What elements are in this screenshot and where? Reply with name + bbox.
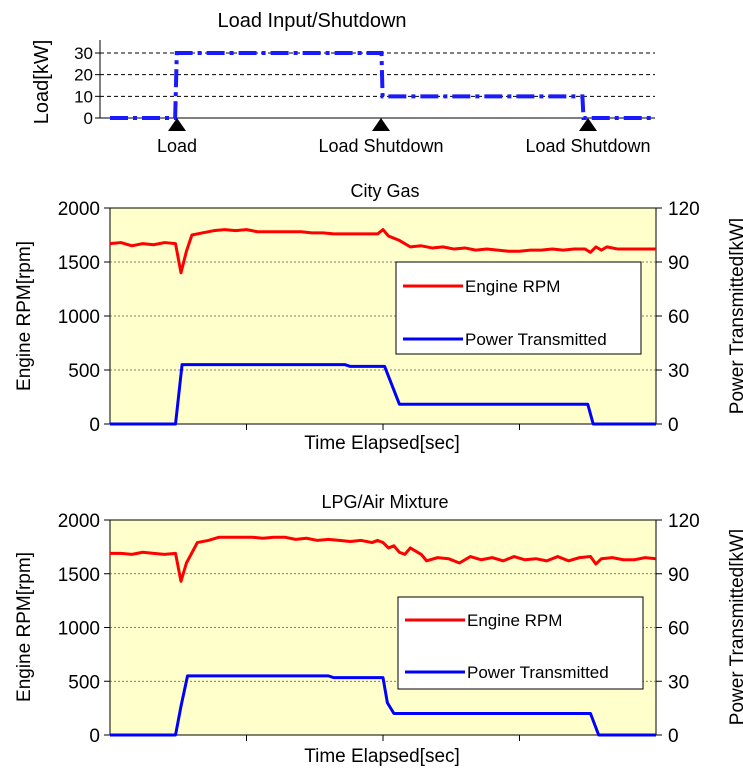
event-label: Load Shutdown [525, 136, 650, 156]
lpg-legend-rpm-label: Engine RPM [467, 611, 562, 630]
load-chart-y-ticks: 0 10 20 30 [74, 44, 100, 128]
c2-y2-tick-label: 90 [668, 253, 689, 274]
city-gas-y-ticks: 0 500 1000 1500 2000 [58, 199, 110, 436]
c2-y2-tick-label: 120 [668, 199, 700, 220]
load-chart-y-tick-label: 30 [74, 44, 93, 63]
city-gas-x-ticks [246, 424, 520, 430]
city-gas-legend-power-label: Power Transmitted [465, 330, 607, 349]
lpg-chart: LPG/Air Mixture 0 500 1000 1500 2000 0 30 60 90… [14, 492, 743, 767]
city-gas-y2-ticks: 0 30 60 90 120 [656, 199, 700, 436]
load-chart-y-tick-label: 10 [74, 87, 93, 106]
c3-y-tick-label: 0 [89, 726, 100, 747]
load-chart-ylabel: Load[kW] [31, 40, 53, 124]
c3-y2-tick-label: 30 [668, 672, 689, 693]
lpg-engine-rpm-line [110, 535, 657, 583]
c3-y-tick-label: 500 [68, 672, 100, 693]
c3-y2-tick-label: 60 [668, 619, 689, 640]
c2-y-tick-label: 0 [89, 415, 100, 436]
c3-y-tick-label: 1000 [58, 619, 100, 640]
c3-y2-tick-label: 90 [668, 565, 689, 586]
c3-y2-tick-label: 0 [668, 726, 679, 747]
lpg-y2label: Power Transmitted[kW] [727, 529, 743, 725]
event-marker-triangle [372, 118, 390, 131]
load-series-line [110, 51, 653, 120]
city-gas-chart: City Gas 0 500 1000 1500 2000 0 30 60 90 120 Tim… [14, 181, 743, 454]
load-chart: Load Input/Shutdown Load[kW] 0 10 20 30 Loa… [31, 10, 655, 156]
lpg-x-ticks [246, 735, 520, 741]
event-label: Load [157, 136, 197, 156]
city-gas-title: City Gas [350, 181, 419, 201]
city-gas-ylabel: Engine RPM[rpm] [14, 241, 35, 391]
city-gas-y2label: Power Transmitted[kW] [727, 218, 743, 414]
load-chart-gridlines [100, 52, 655, 97]
event-marker-triangle [579, 118, 597, 131]
c2-y2-tick-label: 0 [668, 415, 679, 436]
city-gas-legend-rpm-label: Engine RPM [465, 277, 560, 296]
c2-y-tick-label: 2000 [58, 199, 100, 220]
city-gas-gridlines [110, 261, 656, 371]
load-chart-y-tick-label: 0 [84, 109, 93, 128]
city-gas-legend: Engine RPM Power Transmitted [395, 261, 642, 355]
city-gas-xlabel: Time Elapsed[sec] [304, 433, 460, 454]
c3-y-tick-label: 2000 [58, 511, 100, 532]
lpg-ylabel: Engine RPM[rpm] [14, 552, 35, 702]
lpg-power-transmitted-line [110, 674, 656, 737]
c2-y-tick-label: 1500 [58, 253, 100, 274]
c2-y2-tick-label: 30 [668, 361, 689, 382]
city-gas-power-transmitted-line [110, 363, 656, 426]
c2-y-tick-label: 500 [68, 361, 100, 382]
load-chart-title: Load Input/Shutdown [217, 10, 406, 32]
load-chart-y-tick-label: 20 [74, 66, 93, 85]
event-label: Load Shutdown [318, 136, 443, 156]
c3-y-tick-label: 1500 [58, 565, 100, 586]
lpg-y2-ticks: 0 30 60 90 120 [656, 511, 700, 747]
lpg-legend-box [397, 596, 644, 690]
lpg-legend: Engine RPM Power Transmitted [397, 596, 644, 690]
c2-y-tick-label: 1000 [58, 307, 100, 328]
load-chart-events: Load Load Shutdown Load Shutdown [157, 118, 651, 156]
city-gas-engine-rpm-line [109, 228, 656, 275]
c2-y2-tick-label: 60 [668, 307, 689, 328]
lpg-y-ticks: 0 500 1000 1500 2000 [58, 511, 110, 747]
lpg-title: LPG/Air Mixture [321, 492, 448, 512]
event-marker-triangle [168, 118, 186, 131]
lpg-legend-power-label: Power Transmitted [467, 663, 609, 682]
lpg-xlabel: Time Elapsed[sec] [304, 746, 460, 767]
c3-y2-tick-label: 120 [668, 511, 700, 532]
